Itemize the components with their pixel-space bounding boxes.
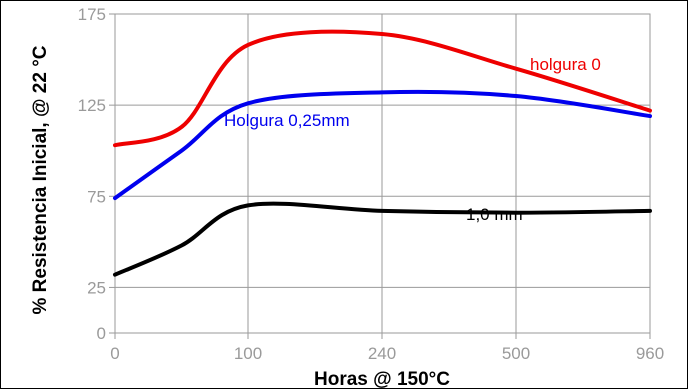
x-tick-label: 240 [368,344,396,363]
y-tick-label: 125 [78,96,106,115]
series-line [113,29,652,148]
series-label: Holgura 0,25mm [224,111,350,130]
series-line [113,89,652,201]
y-axis-ticks: 0 25 75 125 175 [78,5,115,343]
series-labels: holgura 0 Holgura 0,25mm 1,0 mm [224,55,601,224]
y-tick-label: 0 [97,324,106,343]
y-tick-label: 25 [87,278,106,297]
x-tick-label: 0 [110,344,119,363]
x-tick-label: 960 [636,344,664,363]
x-tick-label: 500 [502,344,530,363]
y-tick-label: 75 [87,187,106,206]
series-label: holgura 0 [530,55,601,74]
series-label: 1,0 mm [466,205,523,224]
grid [115,14,650,333]
y-axis-label: % Resistencia Inicial, @ 22 °C [30,45,51,314]
x-axis-ticks: 0 100 240 500 960 [110,333,664,363]
y-tick-label: 175 [78,5,106,24]
x-axis-label: Horas @ 150°C [314,369,450,390]
x-tick-label: 100 [234,344,262,363]
series-line [113,201,652,277]
series-lines [113,29,652,277]
